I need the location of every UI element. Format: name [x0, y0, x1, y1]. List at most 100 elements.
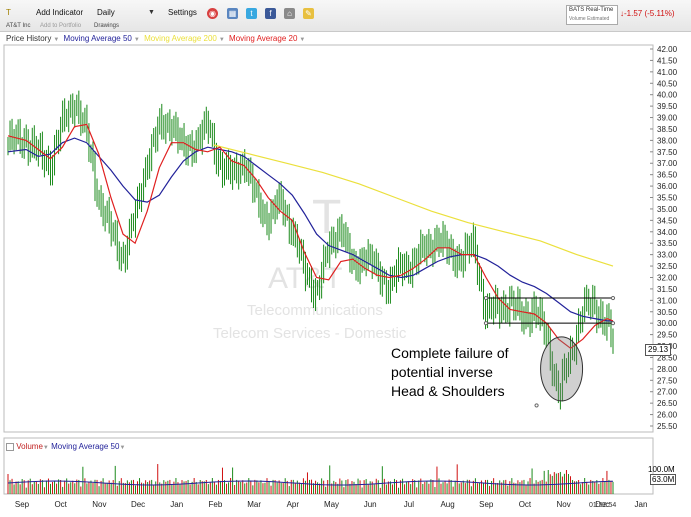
ma20-line	[7, 123, 614, 350]
realtime-box: BATS Real-Time Volume Estimated	[566, 5, 618, 25]
annotation-line-3: Head & Shoulders	[391, 383, 505, 399]
home-icon[interactable]: ⌂	[284, 8, 295, 19]
indicator-legend: Price History ▼ Moving Average 50 ▼ Moving…	[6, 34, 307, 43]
x-tick-label: May	[324, 500, 339, 509]
y-tick-label: 39.00	[657, 114, 678, 123]
chart-annotation: Complete failure of potential inverse He…	[391, 344, 509, 401]
y-tick-label: 38.00	[657, 136, 678, 145]
y-tick-label: 38.50	[657, 125, 678, 134]
chevron-down-icon[interactable]: ▼	[148, 9, 155, 16]
alert-icon[interactable]: ◉	[207, 8, 218, 19]
y-tick-label: 28.00	[657, 365, 678, 374]
y-tick-label: 37.50	[657, 148, 678, 157]
x-tick-label: Oct	[519, 500, 532, 509]
chevron-down-icon[interactable]: ▼	[299, 37, 306, 43]
legend-ma20[interactable]: Moving Average 20	[229, 34, 298, 43]
clock: 01:52:54	[589, 502, 617, 509]
price-change-value: -1.57 (-5.11%)	[624, 9, 675, 18]
y-tick-label: 32.00	[657, 273, 678, 282]
x-tick-label: Nov	[92, 500, 106, 509]
y-tick-label: 39.50	[657, 102, 678, 111]
volume-axis-top: 100.0M	[648, 465, 675, 474]
legend-price-history[interactable]: Price History	[6, 34, 52, 43]
volume-label[interactable]: Volume	[16, 442, 43, 451]
toolbar: T Add Indicator Daily ▼ Settings ◉ ▦ t f…	[0, 0, 691, 32]
legend-ma50[interactable]: Moving Average 50	[63, 34, 132, 43]
x-tick-label: Aug	[440, 500, 454, 509]
interval-select[interactable]: Daily	[97, 8, 115, 17]
add-indicator-button[interactable]: Add Indicator	[36, 8, 84, 17]
x-tick-label: Mar	[247, 500, 261, 509]
drawing-handle	[534, 403, 539, 408]
x-tick-label: Feb	[209, 500, 223, 509]
settings-button[interactable]: Settings	[168, 8, 197, 17]
x-tick-label: Nov	[557, 500, 571, 509]
annotation-line-1: Complete failure of	[391, 345, 509, 361]
drawings-link[interactable]: Drawings	[94, 23, 120, 29]
price-change: ↓-1.57 (-5.11%)	[620, 9, 675, 18]
highlight-ellipse	[540, 336, 584, 402]
y-tick-label: 41.00	[657, 68, 678, 77]
x-tick-label: Dec	[131, 500, 145, 509]
ma50-line	[7, 137, 613, 322]
chevron-down-icon[interactable]: ▼	[53, 37, 60, 43]
chevron-down-icon[interactable]: ▼	[218, 37, 225, 43]
y-tick-label: 35.00	[657, 205, 678, 214]
y-tick-label: 33.50	[657, 239, 678, 248]
drawing-handle	[483, 295, 489, 301]
grid-icon[interactable]: ▦	[227, 8, 238, 19]
y-tick-label: 30.00	[657, 319, 678, 328]
realtime-label: BATS Real-Time	[569, 7, 614, 13]
y-tick-label: 26.50	[657, 399, 678, 408]
drawing-handle	[610, 321, 616, 326]
y-tick-label: 34.50	[657, 216, 678, 225]
annotation-line-2: potential inverse	[391, 364, 493, 380]
price-pane-frame	[3, 44, 654, 433]
drawing-handle	[483, 321, 489, 326]
chevron-down-icon[interactable]: ▼	[119, 445, 126, 451]
x-tick-label: Jan	[635, 500, 648, 509]
chevron-down-icon[interactable]: ▼	[42, 445, 49, 451]
volume-pane-frame	[3, 437, 654, 495]
y-tick-label: 27.50	[657, 376, 678, 385]
twitter-icon[interactable]: t	[246, 8, 257, 19]
y-tick-label: 26.00	[657, 411, 678, 420]
y-tick-label: 40.00	[657, 91, 678, 100]
y-tick-label: 32.50	[657, 262, 678, 271]
volume-axis-mid: 63.0M	[650, 474, 677, 485]
y-tick-label: 28.50	[657, 353, 678, 362]
y-tick-label: 25.50	[657, 422, 678, 431]
x-tick-label: Sep	[15, 500, 30, 509]
volume-legend: Volume▼ Moving Average 50▼	[6, 442, 125, 451]
y-tick-label: 33.00	[657, 251, 678, 260]
y-tick-label: 40.50	[657, 79, 678, 88]
x-tick-label: Jan	[170, 500, 183, 509]
chevron-down-icon[interactable]: ▼	[133, 37, 140, 43]
pencil-icon[interactable]: ✎	[303, 8, 314, 19]
ma200-line	[213, 144, 614, 267]
x-tick-label: Sep	[479, 500, 494, 509]
x-tick-label: Apr	[287, 500, 300, 509]
facebook-icon[interactable]: f	[265, 8, 276, 19]
volume-estimated-label: Volume Estimated	[569, 16, 610, 22]
y-tick-label: 37.00	[657, 159, 678, 168]
volume-ma-label[interactable]: Moving Average 50	[51, 442, 120, 451]
y-tick-label: 31.50	[657, 285, 678, 294]
company-name: AT&T Inc	[6, 23, 31, 29]
legend-ma200[interactable]: Moving Average 200	[144, 34, 217, 43]
y-tick-label: 42.00	[657, 45, 678, 54]
symbol-input[interactable]: T	[6, 8, 11, 17]
x-tick-label: Jul	[404, 500, 414, 509]
y-tick-label: 36.00	[657, 182, 678, 191]
add-portfolio-link[interactable]: Add to Portfolio	[40, 23, 82, 29]
x-tick-label: Dec	[595, 500, 609, 509]
y-tick-label: 34.00	[657, 228, 678, 237]
y-tick-label: 30.50	[657, 308, 678, 317]
x-tick-label: Oct	[54, 500, 67, 509]
collapse-icon[interactable]	[6, 442, 14, 451]
x-tick-label: Jun	[364, 500, 377, 509]
y-tick-label: 36.50	[657, 171, 678, 180]
y-tick-label: 41.50	[657, 56, 678, 65]
